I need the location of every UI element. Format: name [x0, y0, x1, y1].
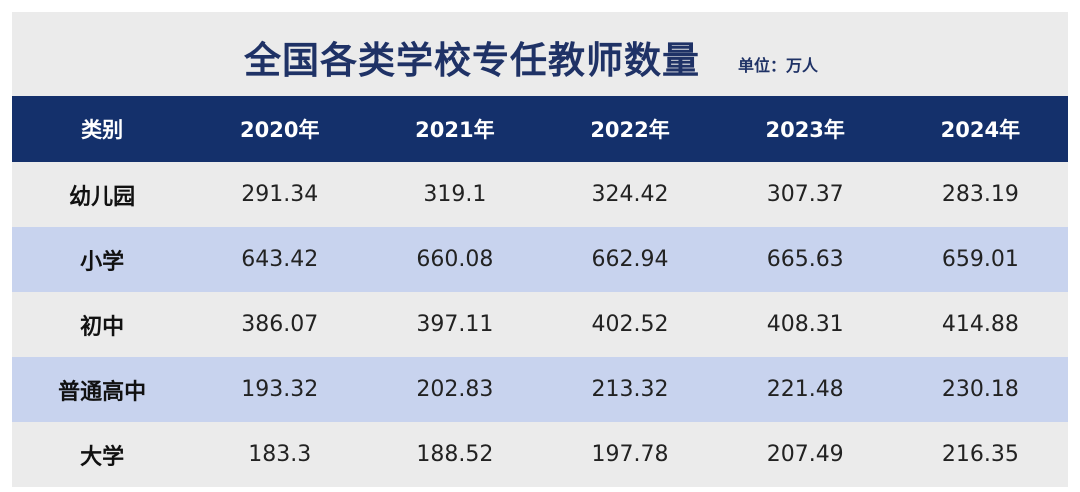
header-year: 2024年 — [892, 96, 1068, 162]
table-row: 小学 643.42 660.08 662.94 665.63 659.01 — [12, 227, 1068, 292]
row-category: 大学 — [12, 422, 193, 487]
table-cell: 643.42 — [192, 227, 368, 292]
header-category: 类别 — [12, 96, 193, 162]
table-card: 全国各类学校专任教师数量 单位：万人 类别 2020年 2021年 2022年 … — [12, 12, 1068, 487]
table-cell: 665.63 — [717, 227, 893, 292]
table-cell: 402.52 — [542, 292, 718, 357]
table-cell: 397.11 — [367, 292, 543, 357]
table-title: 全国各类学校专任教师数量 — [244, 39, 700, 82]
row-category: 初中 — [12, 292, 193, 357]
table-cell: 408.31 — [717, 292, 893, 357]
table-row: 初中 386.07 397.11 402.52 408.31 414.88 — [12, 292, 1068, 357]
row-category: 小学 — [12, 227, 193, 292]
table-cell: 188.52 — [367, 422, 543, 487]
table-cell: 414.88 — [892, 292, 1068, 357]
table-cell: 213.32 — [542, 357, 718, 422]
header-year: 2021年 — [367, 96, 543, 162]
table-cell: 291.34 — [192, 162, 368, 227]
table-cell: 230.18 — [892, 357, 1068, 422]
table-row: 普通高中 193.32 202.83 213.32 221.48 230.18 — [12, 357, 1068, 422]
table-row: 幼儿园 291.34 319.1 324.42 307.37 283.19 — [12, 162, 1068, 227]
table-cell: 207.49 — [717, 422, 893, 487]
table-cell: 202.83 — [367, 357, 543, 422]
table-cell: 662.94 — [542, 227, 718, 292]
header-year: 2023年 — [717, 96, 893, 162]
table-cell: 283.19 — [892, 162, 1068, 227]
header-row: 类别 2020年 2021年 2022年 2023年 2024年 — [12, 96, 1068, 162]
header-year: 2022年 — [542, 96, 718, 162]
table-cell: 660.08 — [367, 227, 543, 292]
title-bar: 全国各类学校专任教师数量 单位：万人 — [12, 12, 1068, 96]
row-category: 普通高中 — [12, 357, 193, 422]
table-cell: 307.37 — [717, 162, 893, 227]
table-cell: 193.32 — [192, 357, 368, 422]
data-table: 类别 2020年 2021年 2022年 2023年 2024年 幼儿园 291… — [12, 96, 1068, 487]
table-cell: 324.42 — [542, 162, 718, 227]
table-cell: 183.3 — [192, 422, 368, 487]
table-row: 大学 183.3 188.52 197.78 207.49 216.35 — [12, 422, 1068, 487]
unit-label: 单位：万人 — [738, 56, 819, 75]
table-cell: 319.1 — [367, 162, 543, 227]
table-cell: 197.78 — [542, 422, 718, 487]
table-cell: 216.35 — [892, 422, 1068, 487]
table-cell: 659.01 — [892, 227, 1068, 292]
table-cell: 386.07 — [192, 292, 368, 357]
table-cell: 221.48 — [717, 357, 893, 422]
row-category: 幼儿园 — [12, 162, 193, 227]
header-year: 2020年 — [192, 96, 368, 162]
